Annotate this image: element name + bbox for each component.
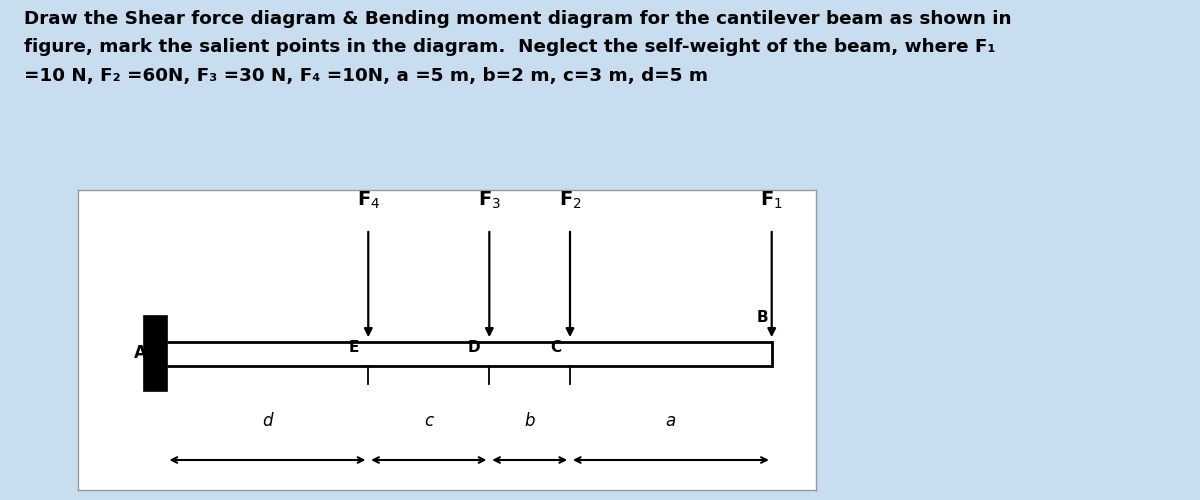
Text: E: E <box>349 340 360 355</box>
Text: A: A <box>134 344 148 362</box>
Text: D: D <box>468 340 480 355</box>
Text: F$_4$: F$_4$ <box>356 190 380 211</box>
Bar <box>144 316 167 391</box>
Text: F$_1$: F$_1$ <box>761 190 784 211</box>
Text: a: a <box>666 412 676 430</box>
Text: C: C <box>550 340 562 355</box>
Text: F$_3$: F$_3$ <box>478 190 500 211</box>
Text: c: c <box>425 412 433 430</box>
Text: d: d <box>262 412 272 430</box>
Text: b: b <box>524 412 535 430</box>
Text: B: B <box>756 310 768 325</box>
Text: Draw the Shear force diagram & Bending moment diagram for the cantilever beam as: Draw the Shear force diagram & Bending m… <box>24 10 1012 85</box>
Text: F$_2$: F$_2$ <box>559 190 581 211</box>
